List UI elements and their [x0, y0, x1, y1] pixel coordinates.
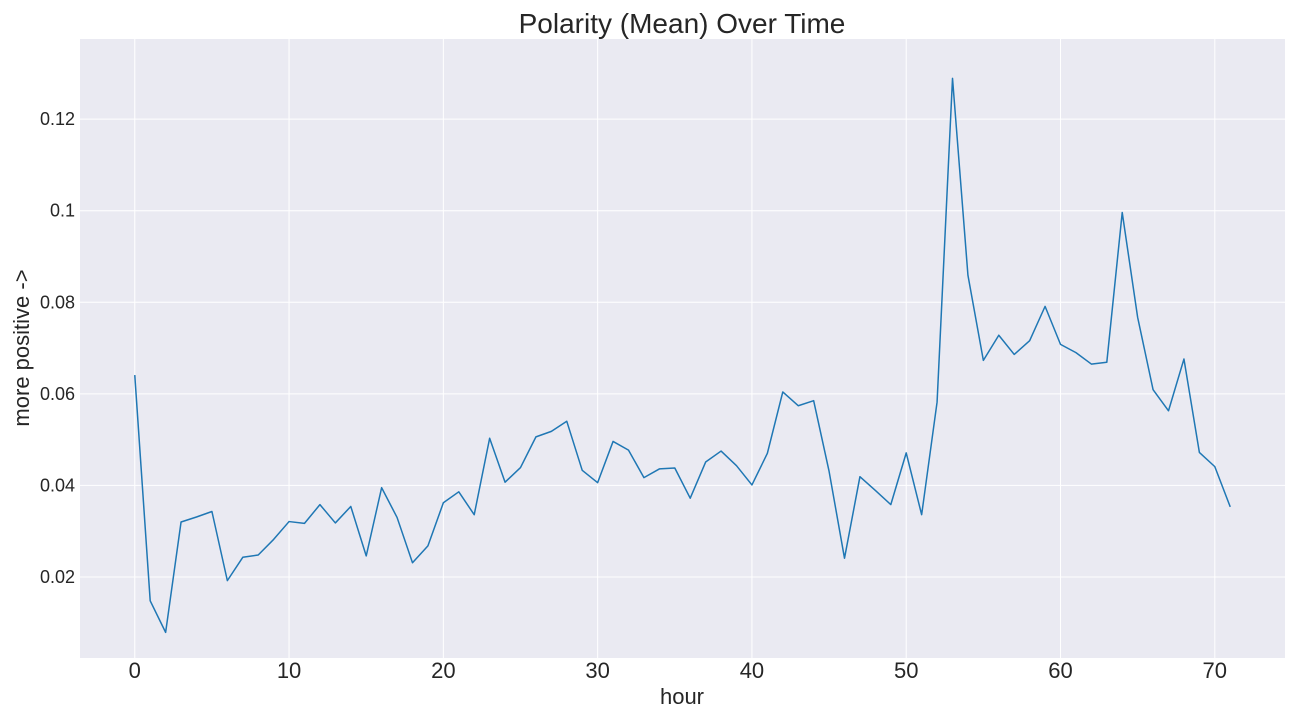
series-layer [134, 77, 1231, 634]
x-tick-label: 10 [277, 658, 301, 683]
chart-title: Polarity (Mean) Over Time [519, 8, 846, 39]
y-tick-label: 0.12 [40, 109, 75, 129]
x-tick-label: 60 [1048, 658, 1072, 683]
plot-area [80, 39, 1285, 658]
x-tick-label: 30 [585, 658, 609, 683]
y-tick-label: 0.1 [50, 201, 75, 221]
y-tick-label: 0.08 [40, 292, 75, 312]
x-tick-label: 70 [1203, 658, 1227, 683]
y-axis-label: more positive -> [9, 269, 34, 426]
x-tick-label: 0 [129, 658, 141, 683]
y-tick-label: 0.04 [40, 475, 75, 495]
tick-labels: 0 10 20 30 40 50 60 70 0.02 0.04 0.06 0.08 0.1 0.12 [40, 109, 1227, 683]
series-line [134, 77, 1231, 634]
grid-lines [80, 39, 1285, 658]
x-tick-label: 20 [431, 658, 455, 683]
x-tick-label: 50 [894, 658, 918, 683]
y-tick-label: 0.02 [40, 567, 75, 587]
x-tick-label: 40 [740, 658, 764, 683]
x-axis-label: hour [660, 684, 704, 709]
y-tick-label: 0.06 [40, 384, 75, 404]
